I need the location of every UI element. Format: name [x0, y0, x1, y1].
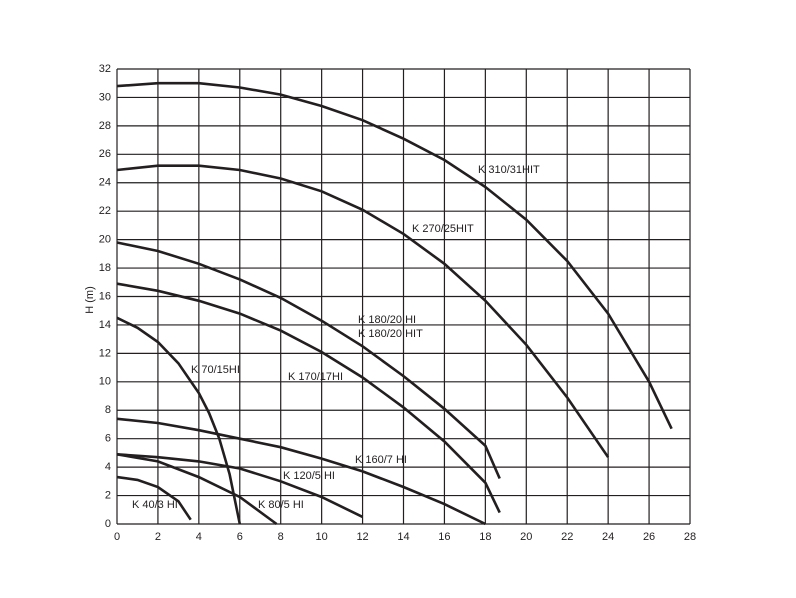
annotation: K 180/20 HIT	[358, 328, 423, 340]
curve	[116, 316, 242, 525]
curve-label: K 180/20 HI	[358, 314, 416, 326]
curve	[116, 453, 364, 519]
y-tick-label: 4	[105, 461, 111, 473]
curve-label: K 170/17HI	[288, 371, 343, 383]
curve-label: K 160/7 HI	[355, 454, 407, 466]
x-tick-label: 4	[196, 531, 202, 543]
curve-label: K 270/25HIT	[412, 223, 474, 235]
x-tick-label: 14	[397, 531, 409, 543]
y-tick-label: 28	[99, 120, 111, 132]
y-tick-label: 0	[105, 518, 111, 530]
x-tick-label: 10	[316, 531, 328, 543]
x-tick-label: 16	[438, 531, 450, 543]
y-tick-label: 30	[99, 91, 111, 103]
y-tick-label: 6	[105, 433, 111, 445]
curve-label: K 310/31HIT	[478, 164, 540, 176]
x-tick-label: 2	[155, 531, 161, 543]
curve	[116, 81, 673, 430]
curve	[116, 453, 278, 526]
y-tick-label: 2	[105, 489, 111, 501]
y-tick-label: 20	[99, 234, 111, 246]
y-tick-label: 32	[99, 63, 111, 75]
curve-label: K 70/15HI	[191, 364, 240, 376]
curve-label: K 80/5 HI	[258, 499, 304, 511]
x-tick-label: 8	[278, 531, 284, 543]
x-tick-label: 12	[356, 531, 368, 543]
x-tick-label: 6	[237, 531, 243, 543]
x-tick-label: 26	[643, 531, 655, 543]
curve	[116, 164, 610, 458]
x-tick-label: 18	[479, 531, 491, 543]
y-axis-label: H (m)	[84, 286, 96, 314]
x-tick-label: 20	[520, 531, 532, 543]
curve	[116, 282, 501, 514]
y-tick-label: 10	[99, 376, 111, 388]
x-tick-label: 28	[684, 531, 696, 543]
x-tick-label: 24	[602, 531, 614, 543]
y-tick-label: 16	[99, 290, 111, 302]
y-tick-label: 18	[99, 262, 111, 274]
y-tick-label: 22	[99, 205, 111, 217]
curve	[116, 241, 501, 480]
x-tick-label: 22	[561, 531, 573, 543]
y-tick-label: 24	[99, 177, 111, 189]
curve	[116, 417, 486, 526]
curve-label: K 40/3 HI	[132, 499, 178, 511]
curve-label: K 120/5 HI	[283, 470, 335, 482]
y-tick-label: 12	[99, 347, 111, 359]
curve	[116, 475, 192, 521]
x-tick-label: 0	[114, 531, 120, 543]
y-tick-label: 14	[99, 319, 111, 331]
y-tick-label: 8	[105, 404, 111, 416]
y-tick-label: 26	[99, 148, 111, 160]
